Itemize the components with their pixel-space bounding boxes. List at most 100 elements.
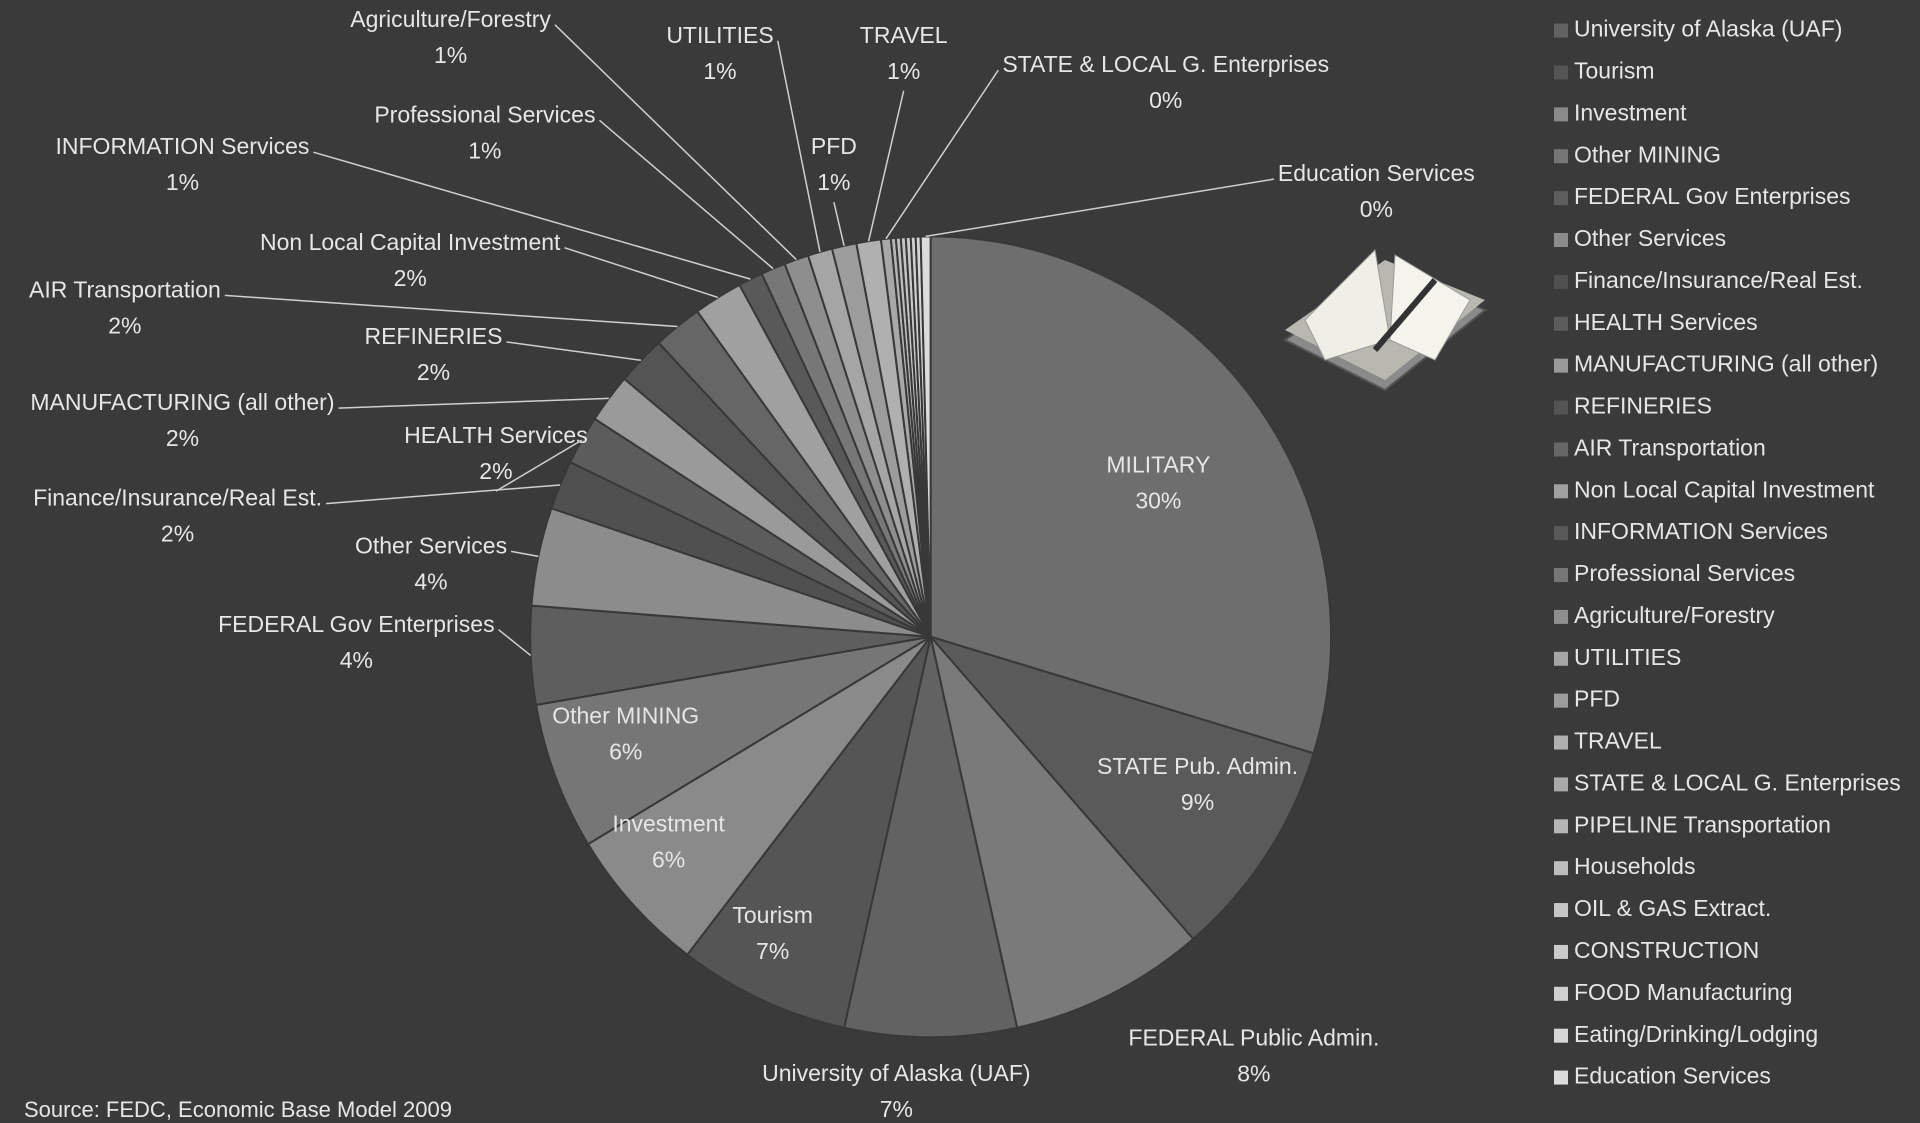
pie-slice (927, 634, 1315, 941)
slice-label: Other MINING (552, 703, 699, 729)
slice-value-label: 2% (166, 425, 199, 451)
slice-label: PFD (811, 133, 857, 159)
legend-label: OIL & GAS Extract. (1574, 895, 1771, 921)
book-icon (1283, 248, 1487, 392)
slice-label: MILITARY (1106, 452, 1210, 478)
legend-swatch (1554, 861, 1568, 876)
slice-label: Professional Services (374, 101, 595, 127)
slice-value-label: 0% (1360, 196, 1393, 222)
pie-slice (842, 636, 1019, 1039)
legend-label: PIPELINE Transportation (1574, 811, 1831, 837)
legend-swatch (1554, 65, 1568, 80)
legend-label: Other Services (1574, 225, 1726, 251)
leader-line (925, 178, 1275, 238)
legend-swatch (1554, 442, 1568, 457)
legend-label: FOOD Manufacturing (1574, 979, 1793, 1005)
slice-value-label: 1% (703, 58, 736, 84)
legend-label: UTILITIES (1574, 644, 1681, 670)
legend-label: Other MINING (1574, 141, 1721, 167)
slice-value-label: 8% (1237, 1061, 1270, 1087)
pie-slice (919, 235, 932, 637)
legend-label: Non Local Capital Investment (1574, 476, 1875, 502)
legend-swatch (1554, 149, 1568, 164)
legend-label: Professional Services (1574, 560, 1795, 586)
pie-slice (586, 635, 932, 957)
slice-label: MANUFACTURING (all other) (30, 389, 334, 415)
legend-swatch (1554, 819, 1568, 834)
legend-label: FEDERAL Gov Enterprises (1574, 183, 1851, 209)
leader-line (564, 246, 719, 299)
leader-line (495, 439, 583, 492)
leader-line (554, 24, 797, 261)
legend-label: MANUFACTURING (all other) (1574, 351, 1878, 377)
legend-label: TRAVEL (1574, 728, 1662, 754)
legend-swatch (1554, 107, 1568, 122)
slice-value-label: 9% (1181, 789, 1214, 815)
legend-swatch (1554, 316, 1568, 331)
legend-swatch (1554, 526, 1568, 541)
legend-label: Households (1574, 853, 1695, 879)
slice-value-label: 6% (652, 846, 685, 872)
legend-swatch (1554, 903, 1568, 918)
legend-swatch (1554, 986, 1568, 1001)
slice-value-label: 2% (479, 458, 512, 484)
leader-line (867, 90, 905, 242)
slice-value-label: 1% (817, 169, 850, 195)
legend-swatch (1554, 400, 1568, 415)
slice-value-label: 2% (108, 313, 141, 339)
slice-value-label: 6% (609, 739, 642, 765)
source-note: Source: FEDC, Economic Base Model 2009 (24, 1097, 452, 1122)
legend-swatch (1554, 693, 1568, 708)
legend-swatch (1554, 651, 1568, 666)
pie-slice (929, 235, 1333, 755)
leader-line (313, 151, 751, 280)
slice-value-label: 30% (1135, 488, 1181, 514)
slice-label: University of Alaska (UAF) (762, 1060, 1030, 1086)
slice-label: INFORMATION Services (56, 133, 310, 159)
legend-label: Tourism (1574, 58, 1655, 84)
leader-line (224, 294, 678, 328)
slice-label: REFINERIES (364, 323, 502, 349)
slice-label: HEALTH Services (404, 422, 588, 448)
leader-line (598, 119, 774, 270)
slice-label: UTILITIES (666, 22, 773, 48)
legend-swatch (1554, 23, 1568, 38)
slice-value-label: 0% (1149, 87, 1182, 113)
slice-label: Non Local Capital Investment (260, 229, 561, 255)
leader-line (510, 550, 539, 558)
slice-value-label: 1% (166, 169, 199, 195)
slice-value-label: 4% (340, 647, 373, 673)
legend-label: Finance/Insurance/Real Est. (1574, 267, 1863, 293)
legend-swatch (1554, 735, 1568, 750)
slice-value-label: 4% (414, 568, 447, 594)
slice-label: Other Services (355, 532, 507, 558)
legend-swatch (1554, 191, 1568, 206)
legend-label: AIR Transportation (1574, 434, 1766, 460)
pie-slice (685, 636, 932, 1029)
leader-line (885, 69, 999, 240)
legend-swatch (1554, 944, 1568, 959)
slice-value-label: 7% (756, 938, 789, 964)
slice-label: Tourism (732, 902, 813, 928)
leader-line (506, 341, 642, 362)
legend-label: PFD (1574, 686, 1620, 712)
legend-label: Investment (1574, 99, 1687, 125)
leader-line (498, 629, 532, 657)
legend-swatch (1554, 358, 1568, 373)
legend-label: STATE & LOCAL G. Enterprises (1574, 769, 1901, 795)
leader-line (776, 40, 821, 253)
slice-label: Education Services (1278, 160, 1475, 186)
slice-label: STATE Pub. Admin. (1097, 753, 1298, 779)
legend-label: CONSTRUCTION (1574, 937, 1759, 963)
legend-label: Eating/Drinking/Lodging (1574, 1021, 1818, 1047)
legend-swatch (1554, 484, 1568, 499)
slice-label: AIR Transportation (29, 277, 221, 303)
slice-value-label: 1% (434, 42, 467, 68)
slice-label: FEDERAL Gov Enterprises (218, 611, 495, 637)
slice-value-label: 2% (417, 359, 450, 385)
legend-swatch (1554, 609, 1568, 624)
slice-value-label: 2% (394, 265, 427, 291)
legend-swatch (1554, 1028, 1568, 1043)
legend-swatch (1554, 568, 1568, 583)
